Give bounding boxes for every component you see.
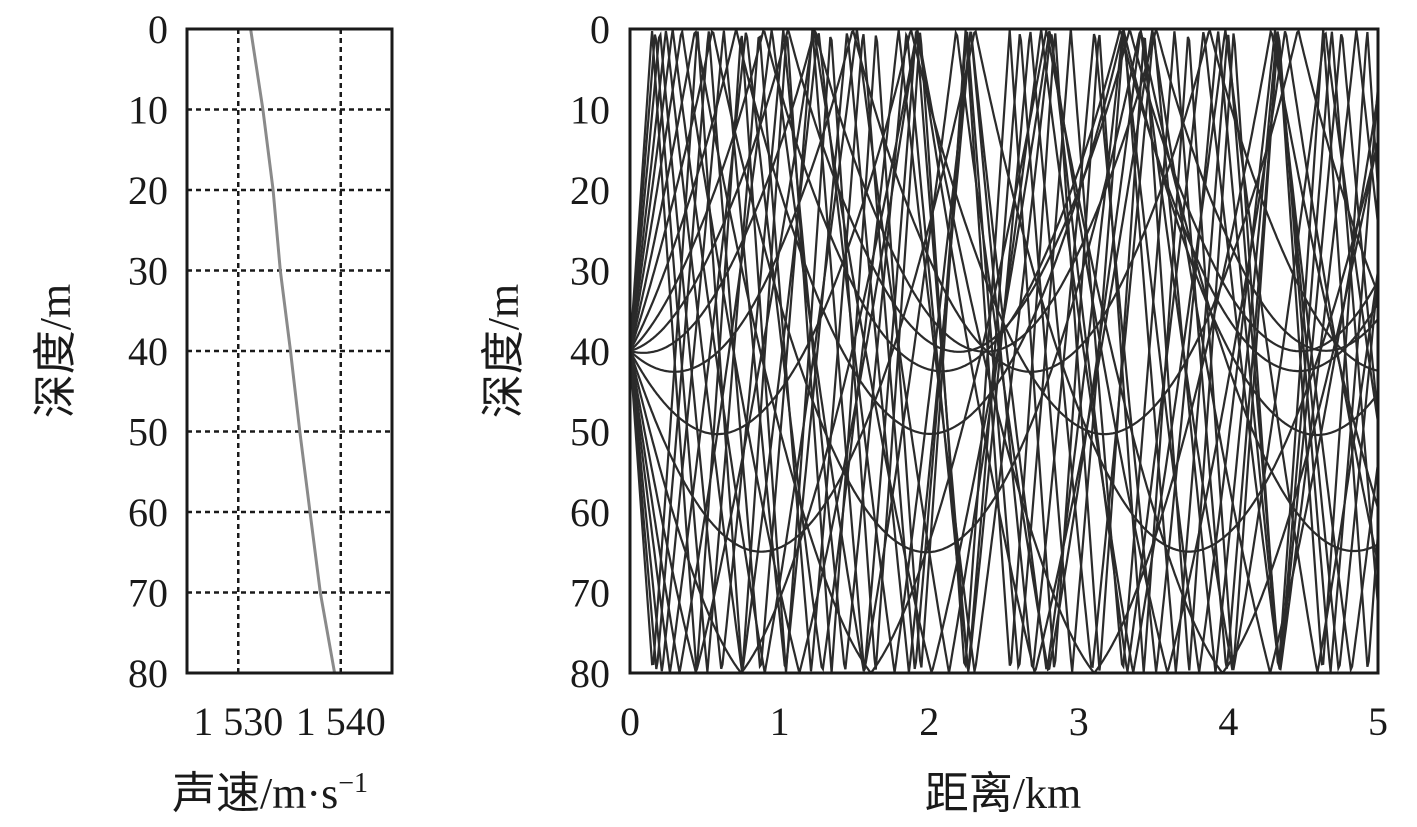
sound-speed-y-tick-label: 0 — [148, 7, 168, 52]
ray-path — [630, 30, 1378, 673]
sound-speed-panel: 0 10 20 30 40 50 60 70 80 1 530 1 540 声速/m·s−1 深度… — [31, 7, 394, 818]
ray-trace-panel: 0 10 20 30 40 50 60 70 80 0 1 2 3 4 5 距离/km 深度/m — [479, 7, 1388, 818]
sound-speed-x-axis-label-superscript: −1 — [338, 768, 368, 799]
ray-paths — [630, 29, 1378, 673]
sound-speed-x-tick-label: 1 530 — [193, 699, 283, 744]
ray-path — [630, 29, 1378, 672]
sound-speed-y-tick-labels: 0 10 20 30 40 50 60 70 80 — [128, 7, 168, 696]
ray-trace-x-tick-label: 2 — [919, 699, 939, 744]
ray-path — [630, 29, 1378, 354]
ray-path — [630, 29, 1378, 554]
sound-speed-x-tick-labels: 1 530 1 540 — [193, 699, 386, 744]
ray-trace-plot-frame — [628, 27, 1380, 675]
ray-trace-x-tick-label: 1 — [770, 699, 790, 744]
sound-speed-y-tick-label: 40 — [128, 329, 168, 374]
ray-path — [630, 30, 1378, 673]
sound-speed-y-axis-label: 深度/m — [31, 284, 80, 418]
ray-trace-x-tick-label: 3 — [1069, 699, 1089, 744]
ray-trace-y-tick-label: 80 — [570, 651, 610, 696]
ray-trace-y-tick-label: 0 — [590, 7, 610, 52]
ray-trace-x-tick-label: 0 — [620, 699, 640, 744]
ray-trace-y-tick-label: 40 — [570, 329, 610, 374]
sound-speed-x-axis-label: 声速/m·s−1 — [172, 768, 368, 818]
ray-path — [630, 29, 1378, 436]
sound-speed-y-tick-label: 60 — [128, 490, 168, 535]
ray-path — [630, 29, 1378, 553]
ray-trace-x-tick-label: 4 — [1218, 699, 1238, 744]
ray-trace-x-tick-label: 5 — [1368, 699, 1388, 744]
sound-speed-plot-frame — [185, 27, 394, 675]
ray-trace-y-tick-label: 20 — [570, 168, 610, 213]
ray-path — [630, 29, 1378, 673]
sound-speed-y-tick-label: 20 — [128, 168, 168, 213]
sound-speed-y-tick-label: 50 — [128, 410, 168, 455]
ray-trace-x-tick-labels: 0 1 2 3 4 5 — [620, 699, 1388, 744]
ray-trace-y-axis-label: 深度/m — [479, 284, 528, 418]
ray-trace-y-tick-labels: 0 10 20 30 40 50 60 70 80 — [570, 7, 610, 696]
ray-trace-y-tick-label: 70 — [570, 571, 610, 616]
sound-speed-y-tick-label: 70 — [128, 571, 168, 616]
ray-trace-x-axis-label: 距离/km — [925, 769, 1081, 818]
ray-path — [630, 30, 1378, 673]
ray-path — [630, 29, 1378, 373]
ray-trace-y-tick-label: 10 — [570, 88, 610, 133]
ray-trace-y-tick-label: 60 — [570, 490, 610, 535]
ray-path — [630, 29, 1378, 673]
ray-trace-y-tick-label: 30 — [570, 249, 610, 294]
sound-speed-y-tick-label: 80 — [128, 651, 168, 696]
sound-speed-profile-line — [249, 28, 337, 674]
sound-speed-y-tick-label: 10 — [128, 88, 168, 133]
sound-speed-y-tick-label: 30 — [128, 249, 168, 294]
sound-speed-x-tick-label: 1 540 — [296, 699, 386, 744]
ray-trace-y-tick-label: 50 — [570, 410, 610, 455]
